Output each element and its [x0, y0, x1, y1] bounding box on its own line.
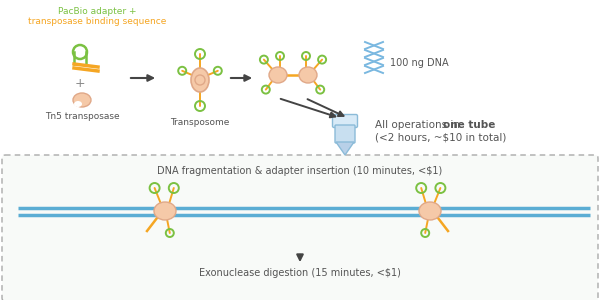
- Text: Tn5 transposase: Tn5 transposase: [44, 112, 119, 121]
- Text: 100 ng DNA: 100 ng DNA: [390, 58, 449, 68]
- Text: one tube: one tube: [443, 120, 496, 130]
- Text: DNA fragmentation & adapter insertion (10 minutes, <$1): DNA fragmentation & adapter insertion (1…: [157, 166, 443, 176]
- Ellipse shape: [269, 67, 287, 83]
- Ellipse shape: [299, 67, 317, 83]
- Text: Transposome: Transposome: [170, 118, 230, 127]
- Text: +: +: [74, 77, 85, 90]
- Text: All operations in: All operations in: [375, 120, 463, 130]
- Ellipse shape: [74, 101, 82, 107]
- Ellipse shape: [73, 93, 91, 107]
- Text: Exonuclease digestion (15 minutes, <$1): Exonuclease digestion (15 minutes, <$1): [199, 268, 401, 278]
- Text: PacBio adapter +: PacBio adapter +: [58, 7, 136, 16]
- Ellipse shape: [195, 75, 205, 85]
- Ellipse shape: [154, 202, 176, 220]
- Text: transposase binding sequence: transposase binding sequence: [28, 17, 166, 26]
- Polygon shape: [336, 142, 354, 155]
- FancyBboxPatch shape: [335, 125, 355, 143]
- Ellipse shape: [191, 68, 209, 92]
- FancyBboxPatch shape: [332, 115, 358, 128]
- Text: (<2 hours, ~$10 in total): (<2 hours, ~$10 in total): [375, 133, 506, 143]
- Ellipse shape: [419, 202, 441, 220]
- FancyBboxPatch shape: [2, 155, 598, 300]
